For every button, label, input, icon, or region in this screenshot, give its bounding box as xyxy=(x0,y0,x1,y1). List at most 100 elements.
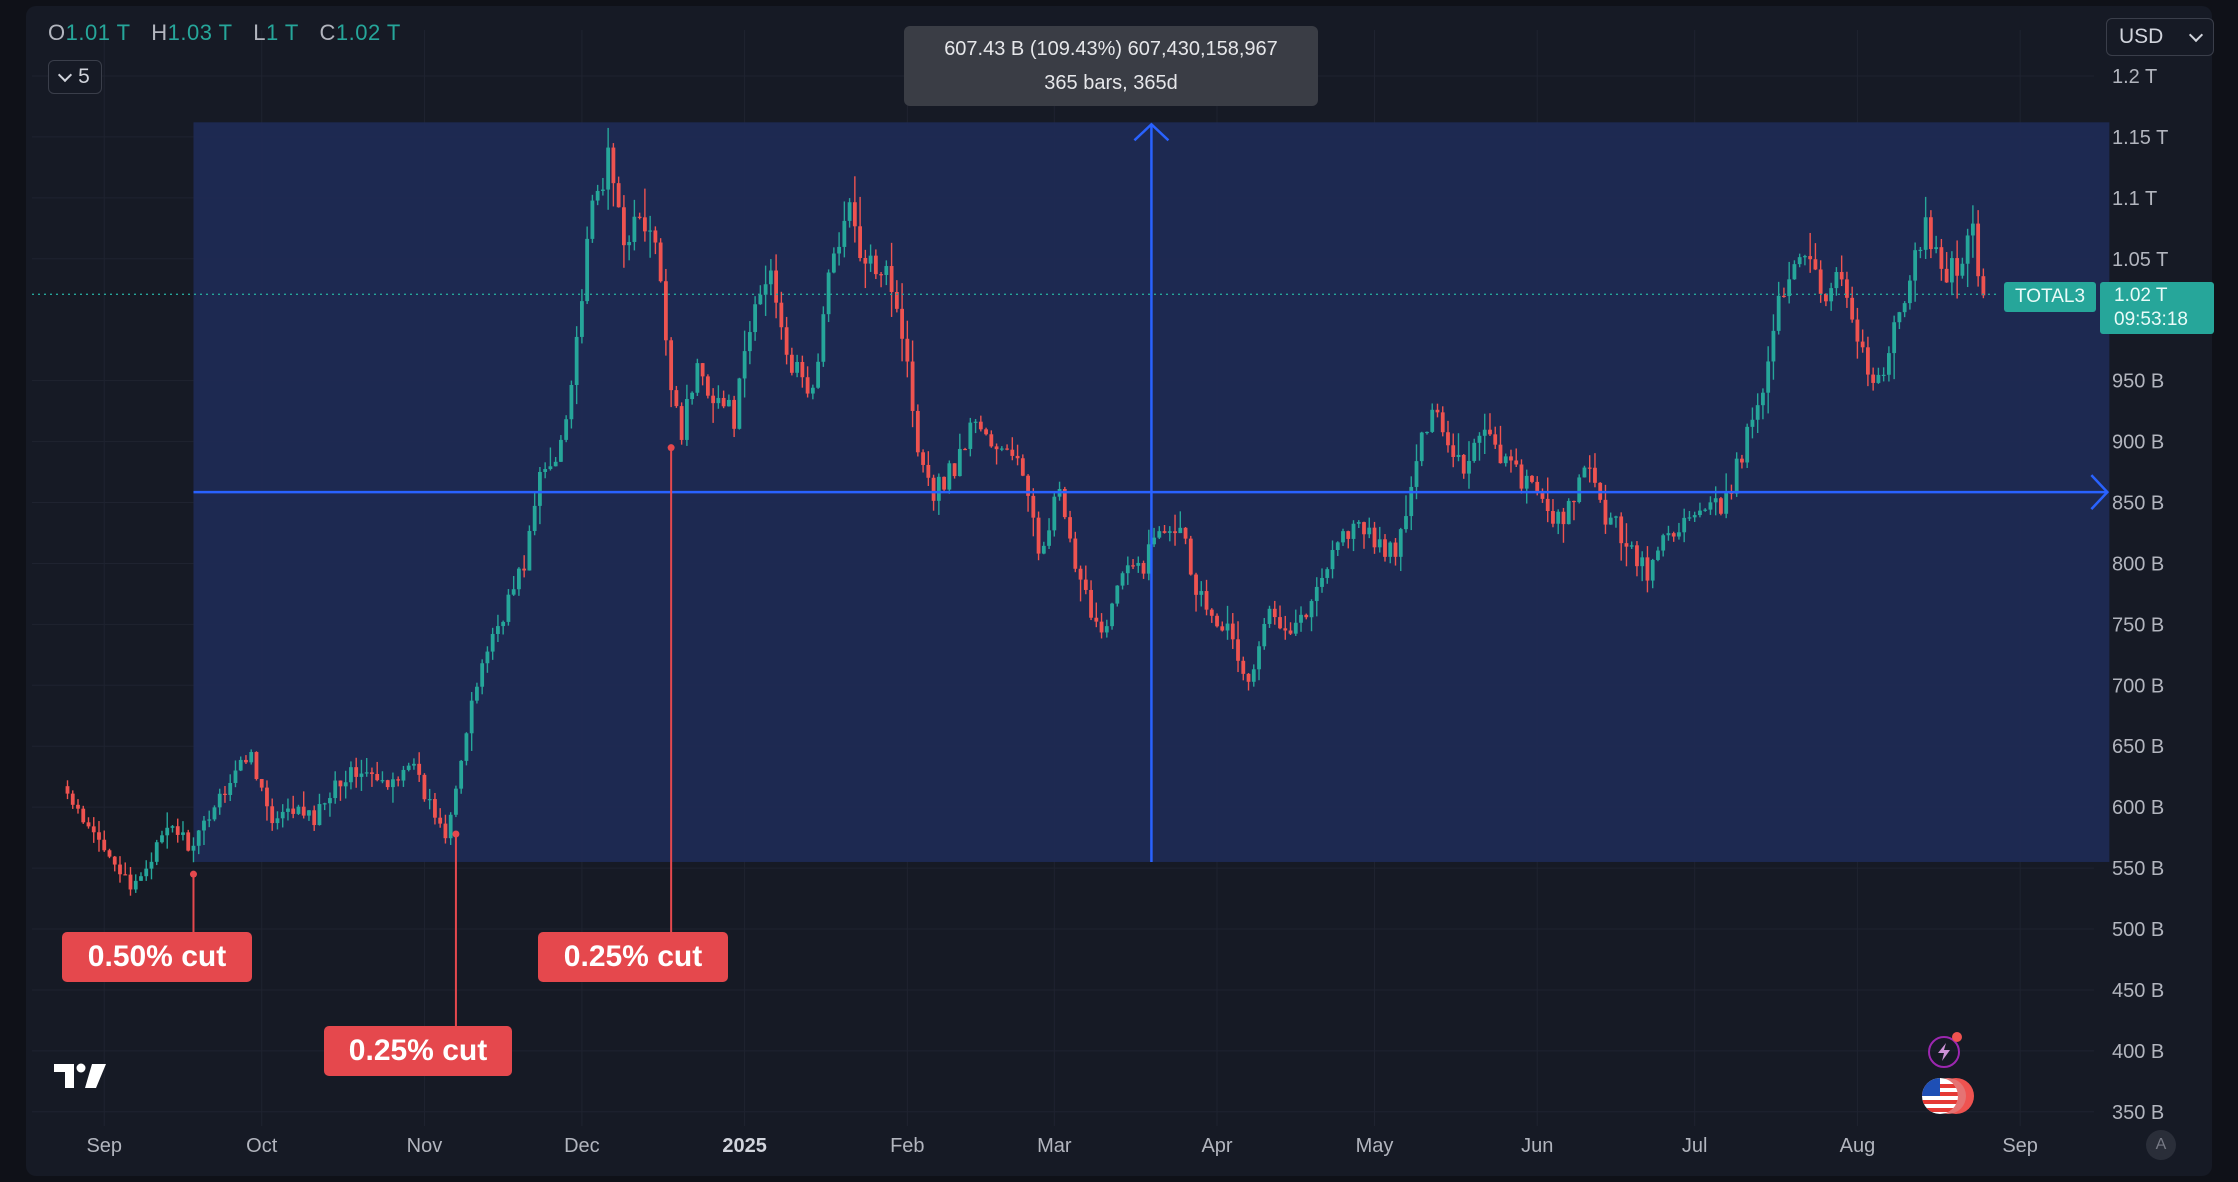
candle-body xyxy=(1834,272,1839,289)
candle-body xyxy=(795,361,800,373)
candle-body xyxy=(632,216,637,242)
candle-body xyxy=(779,302,784,328)
candle-body xyxy=(1141,562,1146,574)
candle-body xyxy=(1115,585,1120,604)
candle-body xyxy=(1656,550,1660,560)
x-tick-label: Aug xyxy=(1840,1135,1876,1157)
ohlc-close-key: C xyxy=(319,20,336,45)
candle-body xyxy=(1451,445,1456,457)
candle-body xyxy=(936,476,941,501)
candle-body xyxy=(165,827,170,836)
candle-body xyxy=(968,422,973,449)
candle-body xyxy=(1808,256,1813,260)
candle-body xyxy=(585,238,590,302)
candle-body xyxy=(1456,454,1461,457)
candle-body xyxy=(181,832,185,835)
candle-body xyxy=(569,384,574,420)
tradingview-logo-icon[interactable] xyxy=(52,1060,108,1090)
candle-body xyxy=(1199,591,1204,595)
candle-body xyxy=(107,850,112,857)
candle-body xyxy=(396,779,401,781)
us-flag-icon[interactable] xyxy=(1922,1078,1958,1114)
candle-body xyxy=(196,830,201,846)
candle-body xyxy=(821,314,826,362)
candle-body xyxy=(1131,565,1135,567)
candle-body xyxy=(973,421,978,423)
candle-body xyxy=(947,463,952,490)
candle-body xyxy=(847,202,852,221)
candle-body xyxy=(663,281,668,341)
candle-body xyxy=(1582,467,1587,478)
candle-body xyxy=(1572,500,1576,503)
candle-body xyxy=(1923,217,1928,250)
candle-body xyxy=(1603,499,1608,525)
indicators-count: 5 xyxy=(78,65,90,88)
candle-body xyxy=(1970,223,1975,236)
candle-body xyxy=(816,361,821,388)
candle-body xyxy=(490,633,495,652)
candle-body xyxy=(1304,614,1309,618)
candle-body xyxy=(1782,295,1786,298)
candle-body xyxy=(406,765,411,770)
ohlc-close-value: 1.02 T xyxy=(335,20,401,45)
candle-body xyxy=(1797,257,1802,265)
candle-body xyxy=(1146,544,1151,574)
candle-body xyxy=(1346,531,1351,539)
x-tick-label: Mar xyxy=(1037,1135,1072,1157)
lightning-icon[interactable] xyxy=(1928,1036,1960,1068)
candle-body xyxy=(1089,589,1093,618)
candle-body xyxy=(553,461,558,467)
currency-select[interactable]: USD xyxy=(2106,18,2214,56)
auto-scale-button[interactable]: A xyxy=(2146,1130,2176,1160)
indicators-toggle-button[interactable]: 5 xyxy=(48,60,102,94)
y-axis: 1.2 T 1.15 T 1.1 T 1.05 T 950 B 900 B 850 B 800… xyxy=(2112,66,2168,1124)
candle-body xyxy=(139,876,143,881)
candle-body xyxy=(1493,434,1498,445)
candle-body xyxy=(1078,568,1083,580)
annotation-label-sep-cut[interactable]: 0.50% cut xyxy=(62,932,252,982)
candle-body xyxy=(133,880,138,890)
y-tick-label: 1.2 T xyxy=(2112,66,2157,88)
candle-body xyxy=(1094,617,1099,622)
x-tick-label: Apr xyxy=(1201,1135,1232,1157)
candle-body xyxy=(1813,259,1818,270)
candle-body xyxy=(1241,660,1246,674)
candle-body xyxy=(1341,531,1345,543)
notification-dot-icon xyxy=(1952,1032,1962,1042)
y-tick-label: 700 B xyxy=(2112,675,2164,697)
candle-body xyxy=(1425,431,1429,434)
candle-body xyxy=(359,773,364,777)
candle-body xyxy=(427,799,432,801)
candle-body xyxy=(690,392,695,400)
candle-body xyxy=(343,782,348,787)
chevron-down-icon xyxy=(2188,27,2204,42)
candle-body xyxy=(1477,435,1482,443)
candle-body xyxy=(275,818,280,824)
candle-body xyxy=(270,806,275,824)
candle-body xyxy=(328,798,332,804)
candle-body xyxy=(1472,442,1477,461)
candle-body xyxy=(1892,322,1897,354)
candle-body xyxy=(1519,464,1524,489)
candle-body xyxy=(223,793,227,795)
candle-body xyxy=(1939,247,1944,269)
candle-body xyxy=(1881,374,1886,376)
candle-body xyxy=(333,780,338,799)
candle-body xyxy=(1183,527,1188,539)
candle-body xyxy=(1036,517,1041,554)
annotation-label-nov-cut[interactable]: 0.25% cut xyxy=(324,1026,512,1076)
candle-body xyxy=(1498,444,1503,464)
candle-body xyxy=(207,819,212,821)
candle-body xyxy=(538,471,542,506)
y-tick-label: 400 B xyxy=(2112,1041,2164,1063)
annotation-label-dec-cut[interactable]: 0.25% cut xyxy=(538,932,728,982)
annotation-point xyxy=(452,830,460,838)
candle-body xyxy=(91,826,96,833)
candle-body xyxy=(1288,630,1293,634)
candle-body xyxy=(1928,217,1933,250)
candle-body xyxy=(564,419,569,440)
candle-body xyxy=(1435,409,1440,413)
candle-body xyxy=(1666,533,1671,536)
candle-body xyxy=(1960,263,1965,276)
